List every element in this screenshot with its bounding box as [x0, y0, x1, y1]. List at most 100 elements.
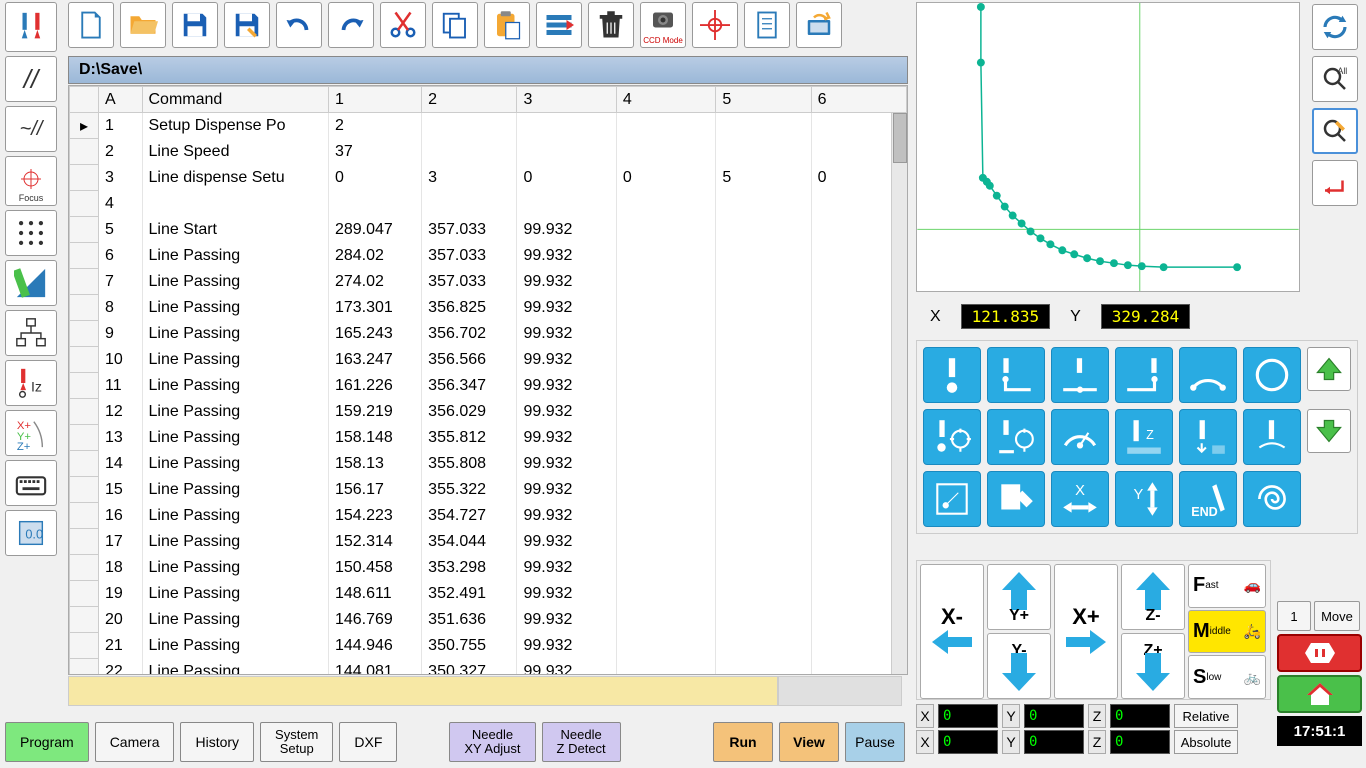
- column-header[interactable]: 6: [811, 87, 906, 113]
- table-row[interactable]: 12Line Passing159.219356.02999.932: [70, 399, 907, 425]
- zoom-edit-button[interactable]: [1312, 108, 1358, 154]
- move-button[interactable]: Move: [1314, 601, 1360, 631]
- table-row[interactable]: 10Line Passing163.247356.56699.932: [70, 347, 907, 373]
- line-passing-button[interactable]: [1051, 347, 1109, 403]
- ruler-triangle-button[interactable]: [5, 260, 57, 306]
- table-row[interactable]: 20Line Passing146.769351.63699.932: [70, 607, 907, 633]
- return-button[interactable]: [1312, 160, 1358, 206]
- save-as-button[interactable]: [224, 2, 270, 48]
- table-row[interactable]: 7Line Passing274.02357.03399.932: [70, 269, 907, 295]
- column-header[interactable]: Command: [142, 87, 328, 113]
- run-button[interactable]: Run: [713, 722, 773, 762]
- measure-button[interactable]: 0.0: [5, 510, 57, 556]
- line-end-button[interactable]: [1115, 347, 1173, 403]
- z-clearance-button[interactable]: Z: [1115, 409, 1173, 465]
- undo-button[interactable]: [276, 2, 322, 48]
- speed-slow-button[interactable]: Slow🚲: [1188, 655, 1266, 699]
- brush-button[interactable]: [987, 471, 1045, 527]
- table-row[interactable]: 13Line Passing158.148355.81299.932: [70, 425, 907, 451]
- wave-line-button[interactable]: ~//: [5, 106, 57, 152]
- table-row[interactable]: 18Line Passing150.458353.29899.932: [70, 555, 907, 581]
- column-header[interactable]: 4: [616, 87, 715, 113]
- palette-down-button[interactable]: [1307, 409, 1351, 453]
- line-start-button[interactable]: [987, 347, 1045, 403]
- command-grid[interactable]: ACommand123456 ▸1Setup Dispense Po22Line…: [68, 85, 908, 675]
- table-row[interactable]: 2Line Speed37: [70, 139, 907, 165]
- palette-up-button[interactable]: [1307, 347, 1351, 391]
- table-row[interactable]: 14Line Passing158.13355.80899.932: [70, 451, 907, 477]
- zoom-all-button[interactable]: All: [1312, 56, 1358, 102]
- table-row[interactable]: 4: [70, 191, 907, 217]
- delete-button[interactable]: [588, 2, 634, 48]
- y-offset-button[interactable]: Y: [1115, 471, 1173, 527]
- view-button[interactable]: View: [779, 722, 839, 762]
- column-header[interactable]: 3: [517, 87, 616, 113]
- spiral-button[interactable]: [1243, 471, 1301, 527]
- table-row[interactable]: 15Line Passing156.17355.32299.932: [70, 477, 907, 503]
- table-row[interactable]: ▸1Setup Dispense Po2: [70, 113, 907, 139]
- table-row[interactable]: 16Line Passing154.223354.72799.932: [70, 503, 907, 529]
- circle-button[interactable]: [1243, 347, 1301, 403]
- dispense-setup-button[interactable]: [923, 409, 981, 465]
- needle-xy-adjust-button[interactable]: Needle XY Adjust: [449, 722, 535, 762]
- needle-z-button[interactable]: Iz: [5, 360, 57, 406]
- arc-button[interactable]: [1179, 347, 1237, 403]
- refresh-preview-button[interactable]: [1312, 4, 1358, 50]
- dxf-button[interactable]: DXF: [339, 722, 397, 762]
- keyboard-button[interactable]: [5, 460, 57, 506]
- document-button[interactable]: [744, 2, 790, 48]
- copy-button[interactable]: [432, 2, 478, 48]
- table-row[interactable]: 6Line Passing284.02357.03399.932: [70, 243, 907, 269]
- scroll-thumb[interactable]: [893, 113, 907, 163]
- jog-z-plus-button[interactable]: Z+: [1121, 633, 1185, 699]
- end-program-button[interactable]: END: [1179, 471, 1237, 527]
- line-setup-button[interactable]: [987, 409, 1045, 465]
- new-file-button[interactable]: [68, 2, 114, 48]
- tree-diagram-button[interactable]: [5, 310, 57, 356]
- speed-fast-button[interactable]: Fast🚗: [1188, 564, 1266, 608]
- column-header[interactable]: 1: [328, 87, 421, 113]
- save-button[interactable]: [172, 2, 218, 48]
- system-setup-button[interactable]: System Setup: [260, 722, 333, 762]
- open-folder-button[interactable]: [120, 2, 166, 48]
- column-header[interactable]: 5: [716, 87, 811, 113]
- table-row[interactable]: 3Line dispense Setu030050: [70, 165, 907, 191]
- needle-retract-button[interactable]: [1243, 409, 1301, 465]
- step-1-button[interactable]: 1: [1277, 601, 1311, 631]
- table-row[interactable]: 8Line Passing173.301356.82599.932: [70, 295, 907, 321]
- x-offset-button[interactable]: X: [1051, 471, 1109, 527]
- dispense-end-button[interactable]: [1179, 409, 1237, 465]
- column-header[interactable]: 2: [422, 87, 517, 113]
- needle-z-detect-button[interactable]: Needle Z Detect: [542, 722, 621, 762]
- line-parallel-button[interactable]: //: [5, 56, 57, 102]
- cut-button[interactable]: [380, 2, 426, 48]
- speed-gauge-button[interactable]: [1051, 409, 1109, 465]
- path-preview[interactable]: [916, 2, 1300, 292]
- grid-scrollbar[interactable]: [891, 113, 907, 674]
- display-refresh-button[interactable]: [796, 2, 842, 48]
- focus-button[interactable]: Focus: [5, 156, 57, 206]
- pause-button[interactable]: Pause: [845, 722, 905, 762]
- needle-button[interactable]: [5, 2, 57, 52]
- table-row[interactable]: 21Line Passing144.946350.75599.932: [70, 633, 907, 659]
- speed-middle-button[interactable]: Middle🛵: [1188, 610, 1266, 654]
- jog-y-plus-button[interactable]: Y+: [987, 564, 1051, 630]
- paste-button[interactable]: [484, 2, 530, 48]
- home-button[interactable]: [1277, 675, 1362, 713]
- jog-x-plus-button[interactable]: X+: [1054, 564, 1118, 699]
- axis-arrows-button[interactable]: X+Y+Z+: [5, 410, 57, 456]
- camera-button[interactable]: Camera: [95, 722, 175, 762]
- command-table[interactable]: ACommand123456 ▸1Setup Dispense Po22Line…: [69, 86, 907, 675]
- table-row[interactable]: 22Line Passing144.081350.32799.932: [70, 659, 907, 676]
- table-row[interactable]: 5Line Start289.047357.03399.932: [70, 217, 907, 243]
- table-row[interactable]: 17Line Passing152.314354.04499.932: [70, 529, 907, 555]
- column-header[interactable]: A: [99, 87, 143, 113]
- table-row[interactable]: 9Line Passing165.243356.70299.932: [70, 321, 907, 347]
- jog-x-minus-button[interactable]: X-: [920, 564, 984, 699]
- insert-row-button[interactable]: [536, 2, 582, 48]
- crosshair-button[interactable]: [692, 2, 738, 48]
- stop-button[interactable]: [1277, 634, 1362, 672]
- program-button[interactable]: Program: [5, 722, 89, 762]
- dot-matrix-button[interactable]: [5, 210, 57, 256]
- table-row[interactable]: 11Line Passing161.226356.34799.932: [70, 373, 907, 399]
